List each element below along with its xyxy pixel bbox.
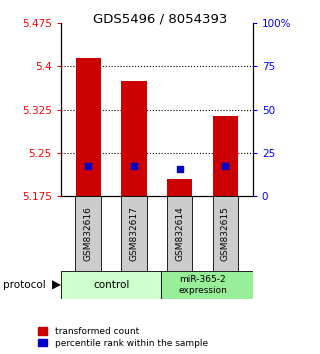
Text: GSM832617: GSM832617 [130, 206, 139, 261]
Bar [212, 196, 238, 271]
Text: GSM832615: GSM832615 [221, 206, 230, 261]
Text: protocol: protocol [3, 280, 46, 290]
Text: GDS5496 / 8054393: GDS5496 / 8054393 [93, 12, 227, 25]
Bar [121, 196, 147, 271]
Bar [76, 196, 101, 271]
Legend: transformed count, percentile rank within the sample: transformed count, percentile rank withi… [36, 325, 210, 349]
Text: miR-365-2
expression: miR-365-2 expression [178, 275, 227, 295]
Bar [161, 271, 253, 299]
Text: GSM832616: GSM832616 [84, 206, 93, 261]
Bar [76, 58, 101, 196]
Bar [213, 115, 238, 196]
Bar [121, 81, 147, 196]
Bar [167, 179, 192, 196]
Text: ▶: ▶ [52, 279, 60, 291]
Text: GSM832614: GSM832614 [175, 206, 184, 261]
Bar [61, 271, 161, 299]
Bar [167, 196, 192, 271]
Text: control: control [93, 280, 129, 290]
